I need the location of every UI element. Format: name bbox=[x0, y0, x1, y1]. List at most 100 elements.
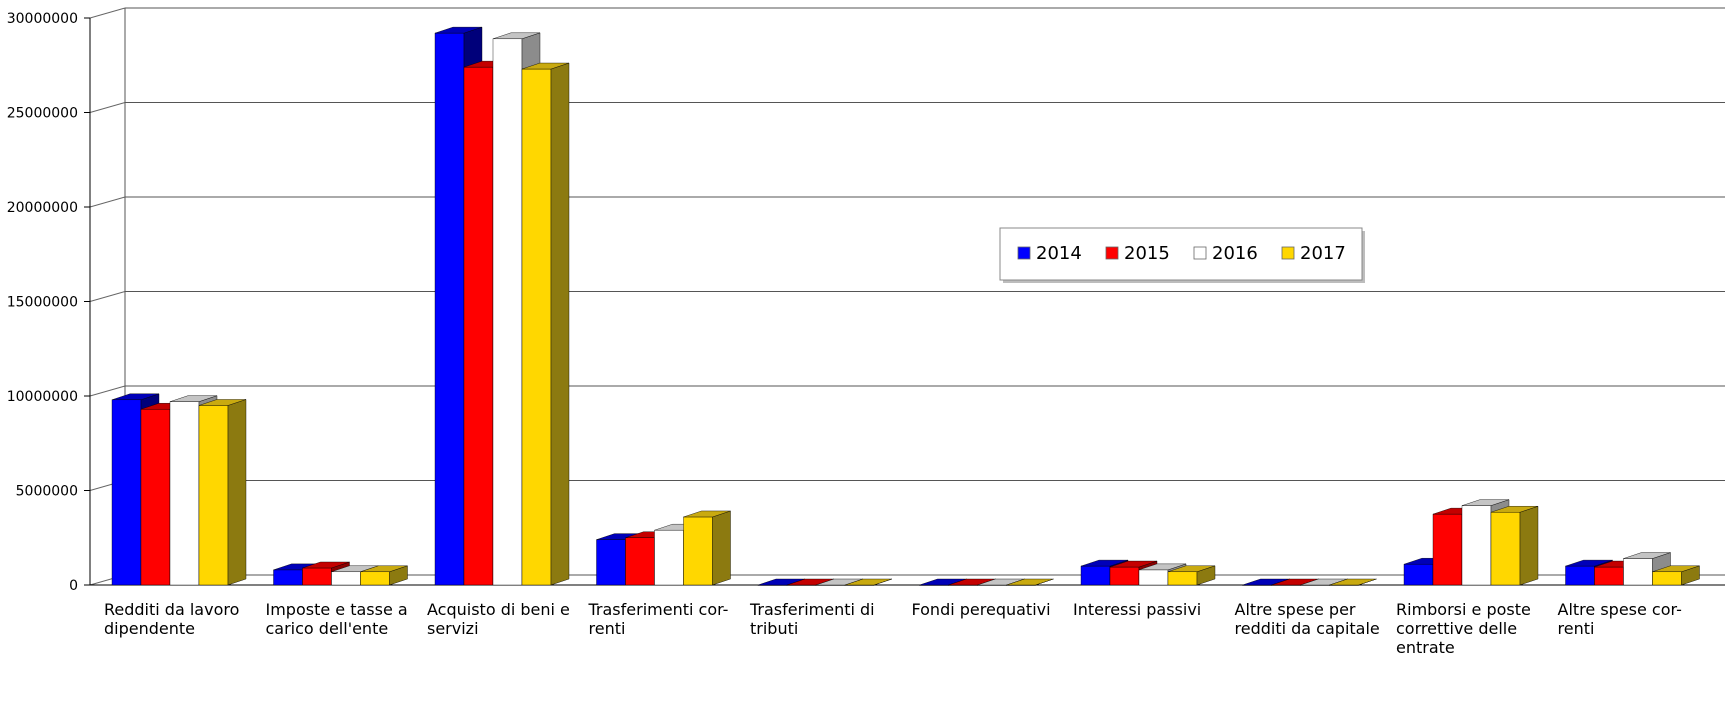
y-tick-label: 30000000 bbox=[7, 11, 78, 27]
bar-top bbox=[1490, 506, 1539, 513]
x-tick-label-line: renti bbox=[1558, 619, 1595, 638]
bar-front bbox=[625, 537, 655, 586]
bar-top bbox=[844, 578, 893, 586]
bar-front bbox=[198, 405, 229, 586]
x-tick-label-line: Imposte e tasse a bbox=[266, 600, 408, 619]
legend-label: 2016 bbox=[1212, 243, 1258, 264]
bar bbox=[1167, 565, 1216, 586]
bar-top bbox=[492, 32, 541, 39]
grid-diagonal bbox=[89, 196, 126, 208]
bar-front bbox=[273, 569, 303, 586]
x-tick-label: Trasferimenti di tributi bbox=[749, 600, 875, 638]
bar-front bbox=[1490, 512, 1521, 586]
bar-top bbox=[1138, 563, 1187, 571]
bar-top bbox=[360, 565, 408, 572]
bar-front bbox=[360, 571, 390, 586]
y-tick-label: 0 bbox=[69, 578, 78, 594]
bar-front bbox=[1594, 566, 1624, 586]
x-tick-label: Trasferimenti cor-renti bbox=[588, 600, 729, 638]
legend-box bbox=[999, 227, 1363, 281]
bar-front bbox=[434, 32, 465, 586]
x-tick-label-line: carico dell'ente bbox=[266, 619, 389, 638]
bar-front bbox=[1652, 571, 1682, 586]
bar-top bbox=[198, 399, 247, 406]
bar-top bbox=[302, 561, 350, 569]
bar-front bbox=[492, 38, 523, 586]
legend-swatch bbox=[1281, 246, 1295, 260]
x-tick-label-line: correttive delle bbox=[1396, 619, 1517, 638]
bar-top bbox=[434, 26, 483, 34]
bar-front bbox=[1461, 505, 1492, 586]
bars bbox=[111, 26, 1700, 586]
legend-label: 2015 bbox=[1124, 243, 1170, 264]
bar-front bbox=[1403, 564, 1434, 586]
bar-front bbox=[683, 516, 713, 586]
bar-front bbox=[140, 409, 171, 586]
grid-diagonal bbox=[89, 291, 126, 302]
bar bbox=[1329, 578, 1377, 586]
legend: 2014 2015 2016 2017 bbox=[999, 227, 1365, 283]
bar-top bbox=[683, 510, 731, 518]
bar-top bbox=[1006, 578, 1054, 586]
bar bbox=[844, 578, 893, 586]
bar bbox=[360, 565, 408, 586]
x-tick-label-line: entrate bbox=[1396, 638, 1455, 657]
bar-top bbox=[169, 395, 218, 402]
bar-front bbox=[1109, 566, 1140, 586]
grid-diagonal bbox=[89, 385, 126, 397]
bar-front bbox=[654, 529, 684, 586]
y-tick-label: 20000000 bbox=[7, 200, 78, 216]
x-tick-label: Fondi perequativi bbox=[912, 600, 1051, 619]
bar bbox=[683, 510, 731, 586]
bar-front bbox=[1167, 571, 1198, 586]
bar-top bbox=[1329, 578, 1377, 586]
bar-side bbox=[550, 62, 570, 586]
bar-top bbox=[521, 62, 570, 70]
bar-top bbox=[1080, 559, 1129, 567]
x-tick-label-line: Redditi da lavoro bbox=[104, 600, 239, 619]
bar-front bbox=[1623, 558, 1653, 586]
x-tick-label: Rimborsi e poste correttive delle entrate bbox=[1396, 600, 1531, 657]
legend-label: 2014 bbox=[1036, 243, 1082, 264]
x-tick-label: Altre spese cor-renti bbox=[1558, 600, 1682, 638]
bar-top bbox=[1652, 565, 1700, 572]
bar-front bbox=[463, 66, 494, 586]
bar-top bbox=[1565, 559, 1613, 567]
x-tick-label: Redditi da lavoro dipendente bbox=[104, 600, 239, 638]
bar bbox=[521, 62, 570, 586]
y-tick-label: 25000000 bbox=[7, 106, 78, 122]
legend-label: 2017 bbox=[1300, 243, 1346, 264]
x-tick-label-line: Altre spese cor- bbox=[1558, 600, 1682, 619]
bar-side bbox=[712, 510, 731, 586]
bar-front bbox=[521, 68, 552, 586]
bar-side bbox=[1519, 505, 1539, 586]
x-tick-label-line: redditi da capitale bbox=[1235, 619, 1380, 638]
bar-top bbox=[111, 393, 160, 400]
bar-top bbox=[1167, 565, 1216, 572]
x-tick-labels: Redditi da lavoro dipendente Imposte e tas… bbox=[104, 600, 1682, 657]
bar-front bbox=[302, 567, 332, 586]
x-tick-label-line: Rimborsi e poste bbox=[1396, 600, 1531, 619]
bar-front bbox=[1080, 565, 1111, 586]
grid-diagonal bbox=[89, 102, 126, 113]
legend-swatch bbox=[1105, 246, 1119, 260]
x-tick-label-line: tributi bbox=[750, 619, 798, 638]
bar bbox=[1006, 578, 1054, 586]
bar-front bbox=[1138, 569, 1169, 586]
y-tick-label: 15000000 bbox=[7, 295, 78, 311]
bar bbox=[1652, 565, 1700, 586]
x-tick-label: Altre spese per redditi da capitale bbox=[1235, 600, 1380, 638]
bar-side bbox=[227, 399, 247, 586]
legend-swatch bbox=[1017, 246, 1031, 260]
legend-swatch bbox=[1193, 246, 1207, 260]
x-tick-label-line: Fondi perequativi bbox=[912, 600, 1051, 619]
bar bbox=[198, 399, 247, 586]
bar-top bbox=[1461, 499, 1510, 506]
y-tick-label: 5000000 bbox=[16, 484, 78, 500]
x-tick-label-line: renti bbox=[589, 619, 626, 638]
x-tick-label-line: Trasferimenti cor- bbox=[588, 600, 729, 619]
x-tick-label-line: Acquisto di beni e bbox=[427, 600, 570, 619]
x-tick-label-line: Interessi passivi bbox=[1073, 600, 1201, 619]
x-tick-label-line: Trasferimenti di bbox=[749, 600, 875, 619]
